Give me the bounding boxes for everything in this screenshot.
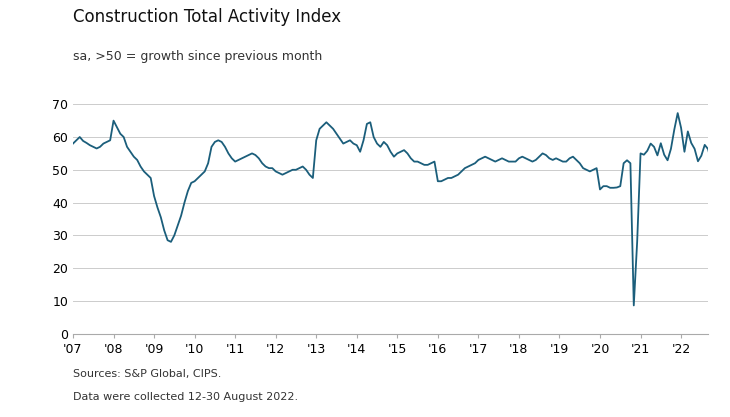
Text: Data were collected 12-30 August 2022.: Data were collected 12-30 August 2022. <box>73 392 298 402</box>
Text: sa, >50 = growth since previous month: sa, >50 = growth since previous month <box>73 50 322 63</box>
Text: Sources: S&P Global, CIPS.: Sources: S&P Global, CIPS. <box>73 369 221 379</box>
Text: Construction Total Activity Index: Construction Total Activity Index <box>73 8 341 26</box>
